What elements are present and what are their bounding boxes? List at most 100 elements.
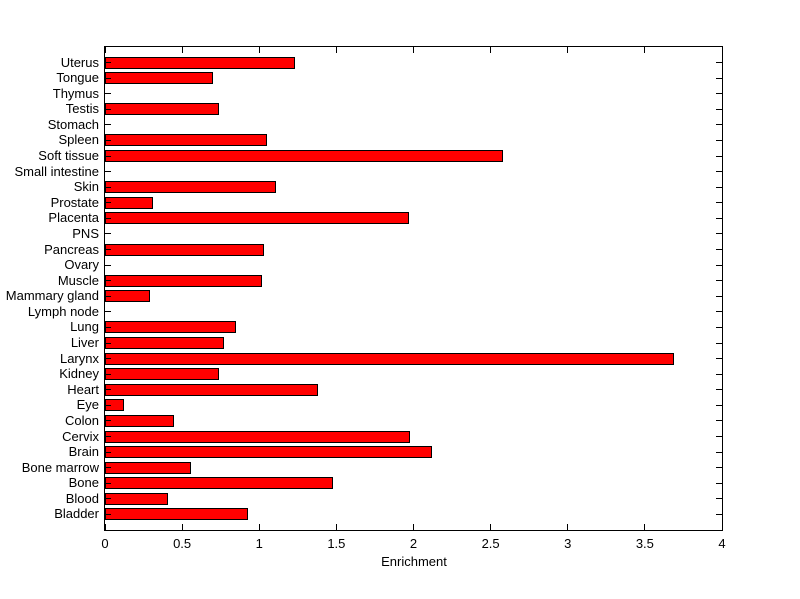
xtick-top-1 bbox=[258, 47, 260, 53]
bar-cervix bbox=[105, 430, 410, 443]
bar-liver bbox=[105, 337, 224, 350]
ytick-right-heart bbox=[716, 389, 722, 391]
ytick-left-small-intestine bbox=[105, 171, 111, 173]
bar-mammary-gland bbox=[105, 290, 150, 303]
ytick-right-tongue bbox=[716, 77, 722, 79]
bar-brain bbox=[105, 446, 432, 459]
ytick-right-mammary-gland bbox=[716, 295, 722, 297]
ytick-left-placenta bbox=[105, 217, 111, 219]
ytick-right-kidney bbox=[716, 373, 722, 375]
ytick-left-kidney bbox=[105, 373, 111, 375]
ytick-right-bone-marrow bbox=[716, 467, 722, 469]
xtick-top-1.5 bbox=[335, 47, 337, 53]
ytick-label-testis: Testis bbox=[65, 101, 99, 117]
ytick-left-uterus bbox=[105, 62, 111, 64]
ytick-label-brain: Brain bbox=[68, 444, 99, 460]
bar-blood bbox=[105, 492, 168, 505]
ytick-right-spleen bbox=[716, 139, 722, 141]
xtick-bottom-1.5 bbox=[335, 524, 337, 530]
ytick-right-skin bbox=[716, 186, 722, 188]
xtick-label-2.5: 2.5 bbox=[481, 536, 500, 551]
x-axis-label: Enrichment bbox=[381, 554, 447, 569]
ytick-right-blood bbox=[716, 498, 722, 500]
ytick-left-colon bbox=[105, 420, 111, 422]
xtick-top-4 bbox=[721, 47, 723, 53]
ytick-left-soft-tissue bbox=[105, 155, 111, 157]
ytick-left-ovary bbox=[105, 264, 111, 266]
ytick-left-bone-marrow bbox=[105, 467, 111, 469]
ytick-right-stomach bbox=[716, 124, 722, 126]
ytick-label-placenta: Placenta bbox=[48, 210, 99, 226]
ytick-label-small-intestine: Small intestine bbox=[14, 163, 99, 179]
xtick-label-2: 2 bbox=[409, 536, 418, 551]
xtick-bottom-3 bbox=[567, 524, 569, 530]
ytick-label-stomach: Stomach bbox=[47, 116, 99, 132]
xtick-label-1.5: 1.5 bbox=[327, 536, 346, 551]
ytick-label-bone: Bone bbox=[68, 475, 99, 491]
ytick-left-prostate bbox=[105, 202, 111, 204]
ytick-left-tongue bbox=[105, 77, 111, 79]
bar-placenta bbox=[105, 212, 409, 225]
bar-muscle bbox=[105, 274, 262, 287]
ytick-right-prostate bbox=[716, 202, 722, 204]
ytick-right-liver bbox=[716, 342, 722, 344]
ytick-label-blood: Blood bbox=[65, 490, 99, 506]
ytick-label-skin: Skin bbox=[73, 179, 99, 195]
ytick-left-testis bbox=[105, 108, 111, 110]
ytick-right-thymus bbox=[716, 93, 722, 95]
ytick-left-stomach bbox=[105, 124, 111, 126]
ytick-label-mammary-gland: Mammary gland bbox=[5, 288, 99, 304]
bar-kidney bbox=[105, 368, 219, 381]
ytick-left-spleen bbox=[105, 139, 111, 141]
xtick-label-0.5: 0.5 bbox=[173, 536, 192, 551]
bar-bladder bbox=[105, 508, 248, 521]
ytick-label-cervix: Cervix bbox=[62, 428, 99, 444]
ytick-label-muscle: Muscle bbox=[57, 272, 99, 288]
ytick-left-bladder bbox=[105, 513, 111, 515]
bar-pancreas bbox=[105, 243, 264, 256]
xtick-top-2.5 bbox=[490, 47, 492, 53]
bar-spleen bbox=[105, 134, 267, 147]
bar-tongue bbox=[105, 72, 213, 85]
ytick-right-brain bbox=[716, 451, 722, 453]
ytick-label-colon: Colon bbox=[65, 412, 99, 428]
xtick-label-4: 4 bbox=[718, 536, 726, 551]
ytick-right-muscle bbox=[716, 280, 722, 282]
ytick-label-spleen: Spleen bbox=[58, 132, 99, 148]
ytick-label-pns: PNS bbox=[72, 225, 99, 241]
bar-colon bbox=[105, 414, 174, 427]
ytick-left-mammary-gland bbox=[105, 295, 111, 297]
xtick-bottom-2.5 bbox=[490, 524, 492, 530]
ytick-right-pancreas bbox=[716, 249, 722, 251]
ytick-left-thymus bbox=[105, 93, 111, 95]
ytick-label-uterus: Uterus bbox=[60, 54, 99, 70]
ytick-left-pancreas bbox=[105, 249, 111, 251]
ytick-label-eye: Eye bbox=[76, 397, 99, 413]
ytick-label-soft-tissue: Soft tissue bbox=[38, 148, 99, 164]
ytick-left-larynx bbox=[105, 358, 111, 360]
ytick-right-lymph-node bbox=[716, 311, 722, 313]
bar-larynx bbox=[105, 352, 674, 365]
xtick-top-2 bbox=[413, 47, 414, 53]
ytick-left-muscle bbox=[105, 280, 111, 282]
xtick-label-3.5: 3.5 bbox=[635, 536, 654, 551]
ytick-left-lung bbox=[105, 326, 111, 328]
ytick-right-ovary bbox=[716, 264, 722, 266]
ytick-left-cervix bbox=[105, 436, 111, 438]
ytick-label-ovary: Ovary bbox=[64, 257, 99, 273]
xtick-bottom-2 bbox=[413, 524, 414, 530]
xtick-top-3 bbox=[567, 47, 569, 53]
ytick-right-colon bbox=[716, 420, 722, 422]
ytick-label-liver: Liver bbox=[70, 335, 99, 351]
ytick-left-blood bbox=[105, 498, 111, 500]
xtick-top-0.5 bbox=[181, 47, 183, 53]
ytick-left-lymph-node bbox=[105, 311, 111, 313]
ytick-label-kidney: Kidney bbox=[59, 366, 99, 382]
ytick-left-bone bbox=[105, 482, 111, 484]
xtick-bottom-0.5 bbox=[181, 524, 183, 530]
ytick-right-small-intestine bbox=[716, 171, 722, 173]
ytick-right-pns bbox=[716, 233, 722, 235]
xtick-top-3.5 bbox=[644, 47, 646, 53]
ytick-left-heart bbox=[105, 389, 111, 391]
ytick-left-brain bbox=[105, 451, 111, 453]
